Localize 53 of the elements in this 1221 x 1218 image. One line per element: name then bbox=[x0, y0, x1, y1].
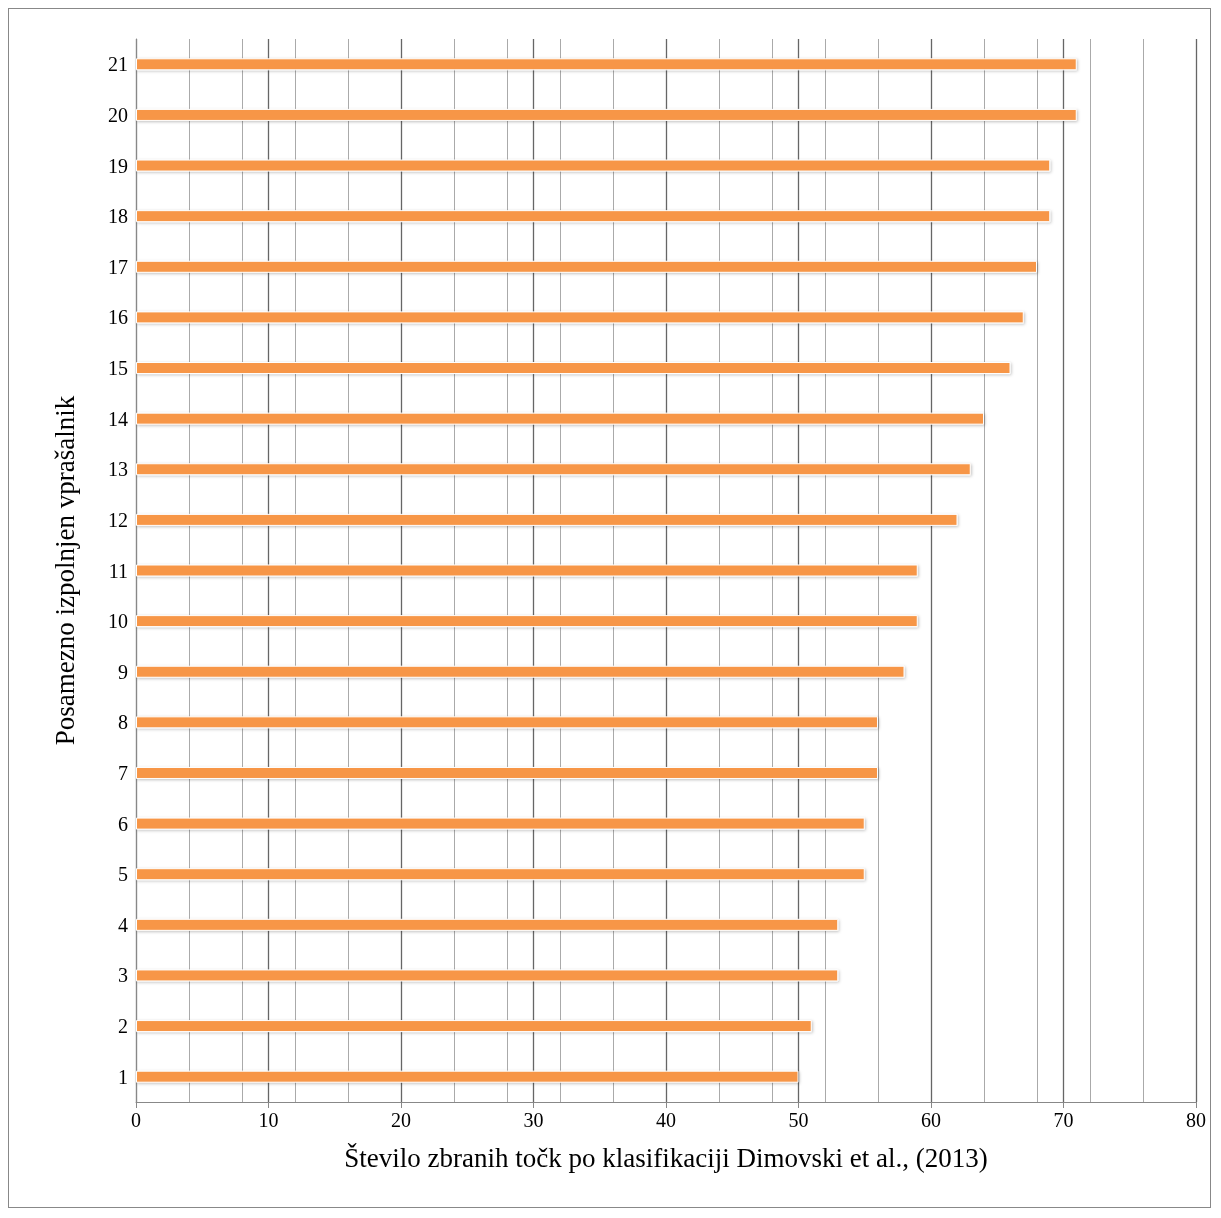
y-tick-label: 4 bbox=[118, 913, 128, 936]
y-tick-label: 12 bbox=[108, 508, 128, 531]
y-tick-label: 2 bbox=[118, 1015, 128, 1038]
y-tick-label: 20 bbox=[108, 103, 128, 126]
bar bbox=[136, 159, 1051, 172]
x-tick-label: 70 bbox=[1053, 1109, 1074, 1131]
x-tick-label: 40 bbox=[656, 1109, 676, 1131]
y-tick-label: 9 bbox=[118, 660, 128, 683]
y-tick-label: 3 bbox=[118, 964, 128, 987]
y-tick-label: 1 bbox=[118, 1065, 128, 1088]
y-tick-label: 7 bbox=[118, 761, 128, 784]
bar bbox=[136, 58, 1077, 71]
bar bbox=[136, 108, 1077, 121]
bar bbox=[136, 716, 878, 729]
bar bbox=[136, 817, 865, 830]
bar bbox=[136, 918, 839, 931]
y-tick-label: 17 bbox=[108, 255, 128, 278]
y-tick-label: 14 bbox=[108, 407, 128, 430]
bar bbox=[136, 1020, 812, 1033]
bar bbox=[136, 766, 878, 779]
x-tick-label: 10 bbox=[258, 1109, 279, 1131]
x-tick-label: 0 bbox=[131, 1109, 141, 1131]
bar bbox=[136, 412, 984, 425]
x-tick-label: 50 bbox=[788, 1109, 809, 1131]
x-tick-label: 80 bbox=[1186, 1109, 1206, 1131]
y-tick-label: 15 bbox=[108, 357, 128, 380]
y-tick-label: 16 bbox=[108, 306, 128, 329]
bar bbox=[136, 969, 839, 982]
y-tick-label: 19 bbox=[108, 154, 128, 177]
y-axis-title: Posamezno izpolnjen vprašalnik bbox=[49, 395, 80, 746]
x-tick-label: 60 bbox=[921, 1109, 941, 1131]
bar bbox=[136, 564, 918, 577]
bar bbox=[136, 210, 1051, 223]
bar bbox=[136, 362, 1011, 375]
bar bbox=[136, 868, 865, 881]
bar bbox=[136, 1070, 799, 1083]
y-tick-label: 13 bbox=[108, 458, 128, 481]
bar bbox=[136, 311, 1024, 324]
y-tick-label: 8 bbox=[118, 711, 128, 734]
y-tick-label: 6 bbox=[118, 812, 128, 835]
y-tick-label: 5 bbox=[118, 863, 128, 886]
y-tick-label: 18 bbox=[108, 205, 128, 228]
bar bbox=[136, 665, 905, 678]
bar bbox=[136, 463, 971, 476]
bar bbox=[136, 260, 1037, 273]
y-tick-label: 10 bbox=[108, 610, 128, 633]
x-axis-title: Število zbranih točk po klasifikaciji Dimovski et al., (2013) bbox=[344, 1142, 988, 1173]
bar bbox=[136, 615, 918, 628]
y-tick-label: 11 bbox=[108, 559, 128, 582]
x-tick-label: 20 bbox=[391, 1109, 411, 1131]
bar bbox=[136, 513, 958, 526]
x-tick-label: 30 bbox=[523, 1109, 544, 1131]
y-tick-label: 21 bbox=[108, 53, 128, 76]
